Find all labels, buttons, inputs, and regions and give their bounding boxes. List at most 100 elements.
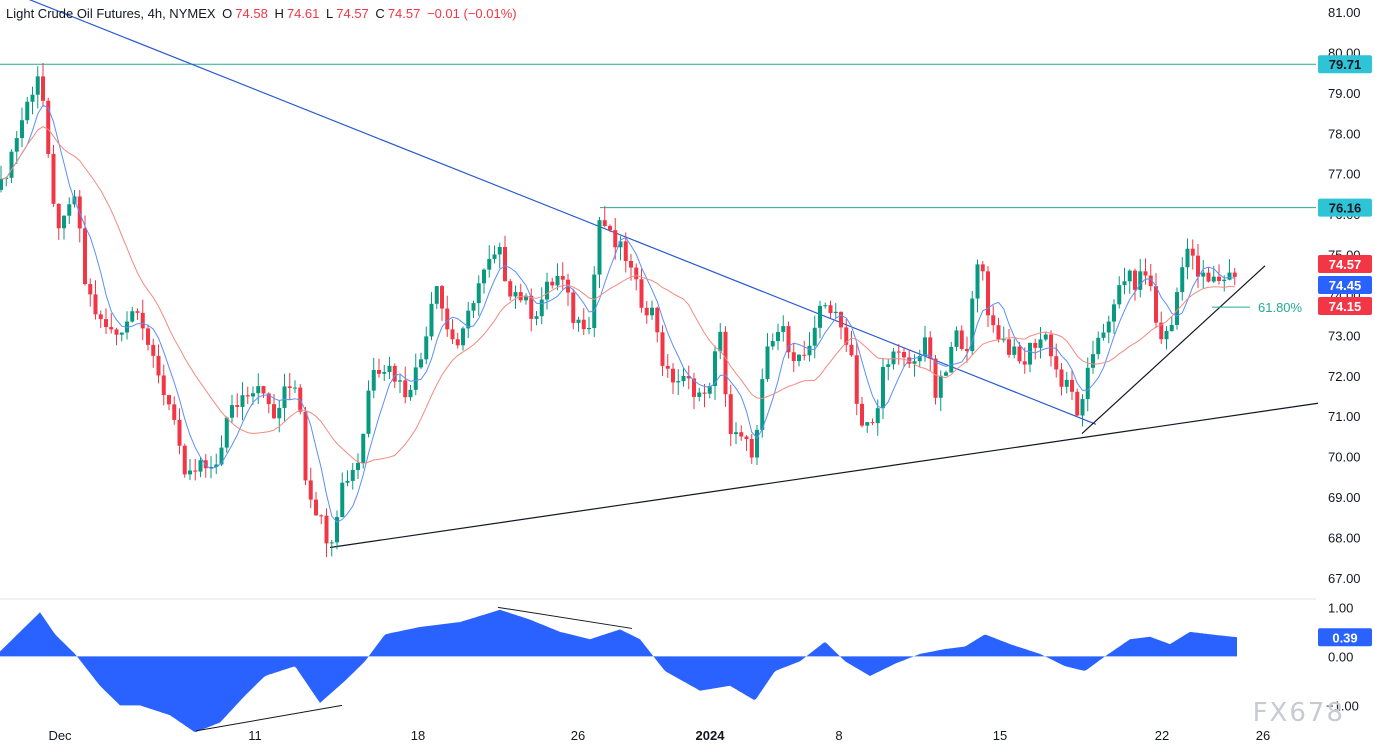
- candle-body: [765, 346, 770, 380]
- price-tick-label: 68.00: [1328, 530, 1361, 545]
- candle-body: [172, 404, 177, 420]
- close-label: C: [375, 6, 385, 21]
- candle-body: [119, 332, 124, 335]
- candle-body: [272, 404, 276, 419]
- candle-body: [608, 225, 612, 231]
- candle-body: [51, 153, 56, 204]
- candle-body: [718, 331, 723, 352]
- slow-moving-average: [0, 126, 1235, 465]
- price-badge-label: 0.39: [1332, 630, 1357, 645]
- candle-body: [1091, 354, 1095, 368]
- candle-body: [996, 325, 1001, 340]
- oscillator-tick-label: 1.00: [1328, 600, 1353, 615]
- candle-body: [1190, 248, 1195, 256]
- time-tick-label: 22: [1155, 728, 1169, 743]
- candle-body: [1159, 322, 1164, 340]
- candle-body: [1043, 334, 1048, 340]
- candle-body: [193, 470, 198, 472]
- candle-body: [245, 395, 250, 397]
- candle-body: [1148, 275, 1153, 287]
- candle-body: [266, 393, 271, 405]
- candle-body: [1038, 339, 1043, 348]
- candle-body: [130, 311, 135, 322]
- candle-body: [539, 299, 544, 317]
- candle-body: [319, 515, 324, 517]
- open-value: O 74.58: [222, 6, 268, 21]
- symbol-title: Light Crude Oil Futures, 4h, NYMEX: [6, 6, 216, 21]
- price-tick-label: 70.00: [1328, 450, 1361, 465]
- candle-body: [224, 417, 229, 448]
- candle-body: [991, 315, 996, 326]
- candle-body: [739, 432, 744, 437]
- candle-body: [308, 480, 313, 500]
- candle-body: [1138, 271, 1143, 290]
- candle-body: [728, 394, 733, 435]
- candle-body: [907, 357, 912, 364]
- candle-body: [1164, 331, 1169, 340]
- candle-body: [891, 351, 896, 365]
- candle-body: [1028, 342, 1032, 365]
- oscillator-divergence-line: [195, 704, 343, 732]
- candle-body: [408, 389, 413, 398]
- candle-body: [697, 392, 702, 397]
- time-tick-label: 26: [1256, 728, 1270, 743]
- candle-body: [818, 305, 822, 328]
- time-tick-label: Dec: [48, 728, 72, 743]
- high-value: H 74.61: [274, 6, 319, 21]
- candle-body: [450, 329, 455, 340]
- fib-level-label: 61.80%: [1258, 300, 1303, 315]
- candle-body: [14, 138, 19, 152]
- candle-body: [797, 354, 801, 362]
- candle-body: [1217, 276, 1221, 282]
- candle-body: [1054, 356, 1059, 370]
- candle-body: [62, 215, 66, 229]
- price-badge-label: 74.45: [1329, 278, 1362, 293]
- high-label: H: [274, 6, 284, 21]
- candle-body: [471, 303, 476, 311]
- time-tick-label: 11: [248, 728, 262, 743]
- candle-body: [413, 367, 418, 390]
- candle-body: [791, 352, 796, 362]
- low-label: L: [326, 6, 334, 21]
- time-tick-label: 15: [993, 728, 1007, 743]
- trendline-ascending-support: [329, 402, 1319, 549]
- candle-body: [198, 460, 203, 472]
- candle-body: [965, 348, 969, 352]
- price-badge-label: 74.57: [1329, 257, 1362, 272]
- candle-body: [524, 295, 528, 301]
- candle-body: [461, 328, 465, 346]
- candle-body: [902, 352, 906, 358]
- candle-body: [261, 386, 266, 394]
- candle-body: [854, 355, 859, 404]
- candle-body: [1232, 272, 1237, 277]
- price-tick-label: 71.00: [1328, 409, 1361, 424]
- candle-body: [1112, 304, 1116, 322]
- fast-moving-average: [0, 104, 1235, 523]
- candle-body: [671, 368, 675, 383]
- candle-body: [497, 246, 502, 255]
- candle-body: [83, 228, 87, 285]
- candle-body: [382, 372, 387, 374]
- candle-body: [1180, 267, 1185, 293]
- candle-body: [151, 344, 156, 356]
- candle-body: [1017, 346, 1022, 362]
- candle-body: [476, 283, 481, 304]
- candle-body: [707, 386, 712, 394]
- candle-body: [56, 203, 61, 229]
- candle-body: [860, 403, 864, 426]
- price-tick-label: 67.00: [1328, 571, 1361, 586]
- candle-body: [387, 365, 392, 373]
- candle-body: [146, 328, 150, 345]
- watermark-logo: FX678: [1252, 698, 1345, 728]
- candle-body: [188, 470, 192, 475]
- candle-body: [1127, 270, 1132, 282]
- candle-body: [508, 281, 513, 297]
- open-label: O: [222, 6, 233, 21]
- candle-body: [944, 372, 948, 376]
- price-badge: [1318, 628, 1372, 647]
- candle-body: [592, 274, 597, 328]
- candle-body: [833, 311, 838, 314]
- change-value: −0.01 (−0.01%): [426, 6, 517, 21]
